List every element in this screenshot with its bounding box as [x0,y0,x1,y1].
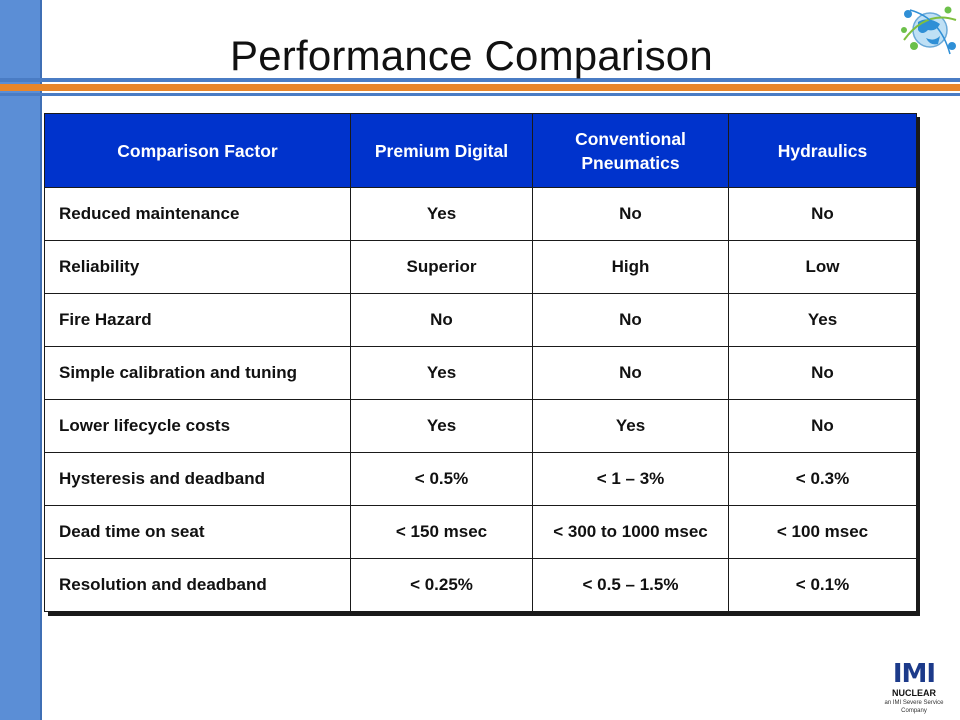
row-factor-cell: Resolution and deadband [44,558,351,612]
header-premium-digital: Premium Digital [350,113,533,188]
hydraulics-cell: No [728,399,917,453]
logo-tagline: an IMI Severe Service Company [884,700,944,714]
premium-digital-cell: < 150 msec [350,505,533,559]
title-underline-orange [0,84,960,91]
comparison-table: Comparison Factor Premium Digital Conven… [44,113,917,612]
table-header-row: Comparison Factor Premium Digital Conven… [44,113,917,188]
table-row: Hysteresis and deadband < 0.5% < 1 – 3% … [44,452,917,506]
premium-digital-cell: Yes [350,399,533,453]
conventional-pneumatics-cell: < 1 – 3% [532,452,729,506]
conventional-pneumatics-cell: High [532,240,729,294]
table-row: Reliability Superior High Low [44,240,917,294]
hydraulics-cell: < 100 msec [728,505,917,559]
slide-title: Performance Comparison [230,32,713,79]
row-factor-cell: Reliability [44,240,351,294]
row-factor-cell: Dead time on seat [44,505,351,559]
logo-name: NUCLEAR [892,688,936,698]
table-row: Lower lifecycle costs Yes Yes No [44,399,917,453]
table-row: Resolution and deadband < 0.25% < 0.5 – … [44,558,917,612]
premium-digital-cell: Yes [350,346,533,400]
header-conventional-pneumatics: Conventional Pneumatics [532,113,729,188]
conventional-pneumatics-cell: < 0.5 – 1.5% [532,558,729,612]
table-row: Fire Hazard No No Yes [44,293,917,347]
conventional-pneumatics-cell: Yes [532,399,729,453]
row-factor-cell: Lower lifecycle costs [44,399,351,453]
premium-digital-cell: < 0.25% [350,558,533,612]
row-factor-cell: Hysteresis and deadband [44,452,351,506]
hydraulics-cell: < 0.1% [728,558,917,612]
header-comparison-factor: Comparison Factor [44,113,351,188]
hydraulics-cell: No [728,346,917,400]
left-accent-bar [0,0,42,720]
hydraulics-cell: No [728,187,917,241]
header-hydraulics: Hydraulics [728,113,917,188]
title-underline-blue-top [0,78,960,82]
row-factor-cell: Reduced maintenance [44,187,351,241]
logo-mark: IMI [892,659,936,689]
premium-digital-cell: Yes [350,187,533,241]
row-factor-cell: Simple calibration and tuning [44,346,351,400]
conventional-pneumatics-cell: < 300 to 1000 msec [532,505,729,559]
premium-digital-cell: No [350,293,533,347]
hydraulics-cell: Low [728,240,917,294]
row-factor-cell: Fire Hazard [44,293,351,347]
table-row: Dead time on seat < 150 msec < 300 to 10… [44,505,917,559]
table-row: Reduced maintenance Yes No No [44,187,917,241]
premium-digital-cell: < 0.5% [350,452,533,506]
conventional-pneumatics-cell: No [532,346,729,400]
comparison-table-container: Comparison Factor Premium Digital Conven… [44,113,917,612]
globe-network-icon [901,6,957,55]
hydraulics-cell: Yes [728,293,917,347]
premium-digital-cell: Superior [350,240,533,294]
conventional-pneumatics-cell: No [532,293,729,347]
title-underline-blue-bottom [0,93,960,96]
hydraulics-cell: < 0.3% [728,452,917,506]
table-row: Simple calibration and tuning Yes No No [44,346,917,400]
company-logo: IMI NUCLEAR an IMI Severe Service Compan… [872,660,956,716]
conventional-pneumatics-cell: No [532,187,729,241]
